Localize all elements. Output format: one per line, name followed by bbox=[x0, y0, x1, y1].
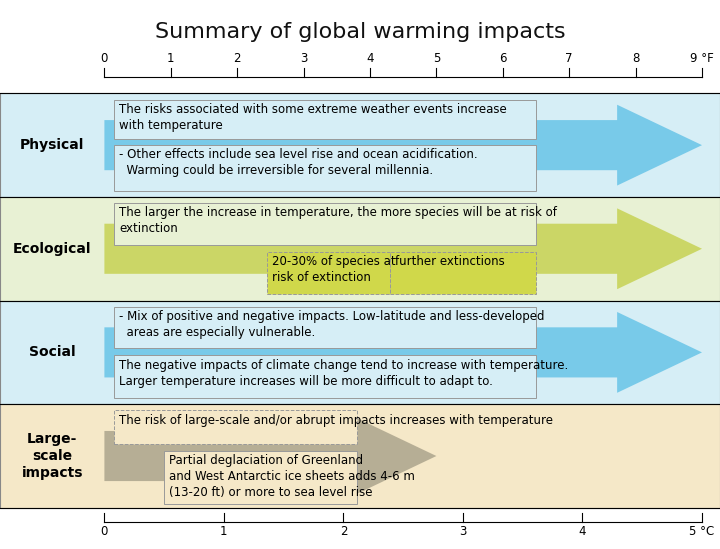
Text: - Other effects include sea level rise and ocean acidification.
  Warming could : - Other effects include sea level rise a… bbox=[120, 148, 478, 177]
Bar bbox=[0, 404, 720, 508]
Bar bbox=[114, 145, 536, 191]
Text: 2: 2 bbox=[233, 52, 241, 65]
Bar bbox=[114, 99, 536, 139]
Text: 8: 8 bbox=[632, 52, 639, 65]
Text: Physical: Physical bbox=[20, 138, 84, 152]
Text: Summary of global warming impacts: Summary of global warming impacts bbox=[155, 22, 565, 42]
Bar bbox=[114, 307, 536, 348]
Text: 7: 7 bbox=[565, 52, 573, 65]
Text: 6: 6 bbox=[499, 52, 507, 65]
Text: 3: 3 bbox=[459, 525, 467, 539]
Polygon shape bbox=[104, 105, 702, 186]
Text: The negative impacts of climate change tend to increase with temperature.
Larger: The negative impacts of climate change t… bbox=[120, 359, 569, 388]
Text: 4: 4 bbox=[366, 52, 374, 65]
Text: further extinctions: further extinctions bbox=[395, 255, 505, 268]
Text: 4: 4 bbox=[579, 525, 586, 539]
Text: 1: 1 bbox=[167, 52, 174, 65]
Text: 1: 1 bbox=[220, 525, 228, 539]
Bar bbox=[0, 197, 720, 300]
Text: 3: 3 bbox=[300, 52, 307, 65]
Polygon shape bbox=[104, 416, 436, 496]
Text: Social: Social bbox=[29, 345, 76, 360]
Bar bbox=[0, 301, 720, 404]
Text: 0: 0 bbox=[101, 525, 108, 539]
Text: The risks associated with some extreme weather events increase
with temperature: The risks associated with some extreme w… bbox=[120, 103, 507, 132]
Text: Partial deglaciation of Greenland
and West Antarctic ice sheets adds 4-6 m
(13-2: Partial deglaciation of Greenland and We… bbox=[169, 454, 415, 499]
Text: 2: 2 bbox=[340, 525, 347, 539]
Text: 0: 0 bbox=[101, 52, 108, 65]
Text: - Mix of positive and negative impacts. Low-latitude and less-developed
  areas : - Mix of positive and negative impacts. … bbox=[120, 310, 545, 339]
Text: Large-
scale
impacts: Large- scale impacts bbox=[22, 432, 83, 480]
Text: 20-30% of species at
risk of extinction: 20-30% of species at risk of extinction bbox=[272, 255, 396, 284]
Bar bbox=[164, 451, 356, 503]
Text: 5: 5 bbox=[433, 52, 440, 65]
Bar bbox=[114, 411, 356, 444]
Bar bbox=[267, 252, 390, 294]
Text: 9 °F: 9 °F bbox=[690, 52, 714, 65]
Text: The larger the increase in temperature, the more species will be at risk of
exti: The larger the increase in temperature, … bbox=[120, 206, 557, 236]
Polygon shape bbox=[104, 312, 702, 393]
Bar bbox=[114, 356, 536, 398]
Bar bbox=[0, 93, 720, 197]
Bar bbox=[390, 252, 536, 294]
Text: 5 °C: 5 °C bbox=[689, 525, 715, 539]
Text: The risk of large-scale and/or abrupt impacts increases with temperature: The risk of large-scale and/or abrupt im… bbox=[120, 414, 554, 427]
Bar bbox=[114, 203, 536, 245]
Text: Ecological: Ecological bbox=[13, 242, 91, 256]
Polygon shape bbox=[104, 209, 702, 289]
